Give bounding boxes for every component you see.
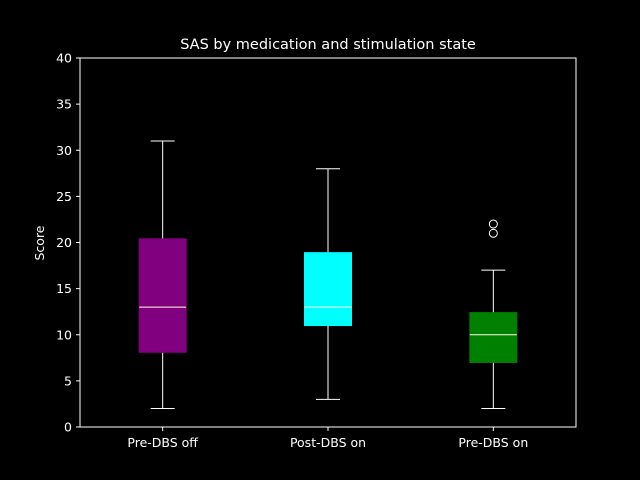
y-tick-label: 0 [64,420,72,435]
x-tick-label-pre-dbs-off: Pre-DBS off [127,435,198,450]
y-tick-label: 35 [56,97,72,112]
x-tick-label-post-dbs-on: Post-DBS on [290,435,366,450]
y-axis-label: Score [32,225,47,260]
plot-area: 0 5 10 15 20 25 30 35 40 Pre-DBS off Post-DBS on Pr… [56,51,577,450]
y-tick-label: 30 [56,143,72,158]
x-tick-label-pre-dbs-on: Pre-DBS on [458,435,528,450]
outlier-point [488,219,498,229]
chart-title: SAS by medication and stimulation state [180,37,476,53]
y-tick-label: 10 [56,327,72,342]
y-tick-label: 5 [64,373,72,388]
y-tick-label: 20 [56,235,72,250]
box-pre-dbs-off [138,238,187,353]
outlier-point [488,228,498,238]
y-tick-label: 40 [56,51,72,66]
y-tick-label: 15 [56,281,72,296]
box-post-dbs-on [304,252,352,327]
box-pre-dbs-on [469,312,518,363]
y-tick-label: 25 [56,189,72,204]
